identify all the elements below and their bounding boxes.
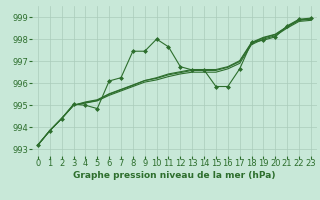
X-axis label: Graphe pression niveau de la mer (hPa): Graphe pression niveau de la mer (hPa) xyxy=(73,171,276,180)
